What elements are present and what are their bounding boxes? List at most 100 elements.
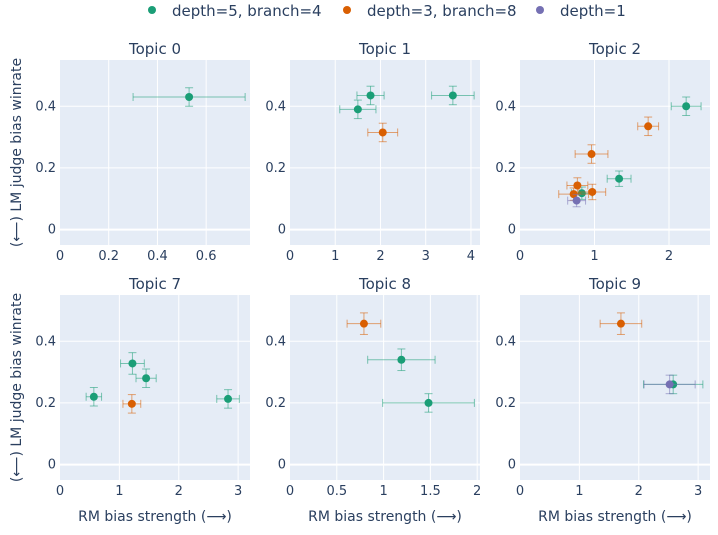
point-marker — [615, 174, 624, 183]
plot-area — [290, 60, 480, 245]
data-point[interactable] — [643, 374, 696, 395]
data-point[interactable] — [574, 144, 609, 164]
point-marker — [89, 392, 98, 401]
point-marker — [142, 374, 151, 383]
panel-topic-0: Topic 0 0 0.2 0.4 0.6 0 0.2 0.4 (⟵) LM judge bia… — [9, 40, 250, 264]
data-point[interactable] — [606, 170, 632, 187]
point-marker — [397, 355, 406, 364]
legend-marker — [536, 6, 544, 14]
x-tick-label: 4 — [467, 249, 475, 264]
y-tick-label: 0.4 — [495, 99, 516, 114]
legend-marker — [343, 6, 351, 14]
x-tick-label: 1 — [575, 484, 583, 499]
x-tick-label: 0.6 — [196, 249, 217, 264]
data-point[interactable] — [599, 312, 643, 335]
y-tick-label: 0.2 — [495, 396, 516, 411]
legend-item[interactable]: depth=1 — [536, 2, 626, 20]
panel-topic-8: Topic 8 0 0.5 1 1.5 2 0 0.2 0.4 RM bias strength … — [265, 275, 481, 525]
data-point[interactable] — [346, 312, 382, 335]
point-marker — [577, 189, 586, 198]
data-point[interactable] — [637, 116, 660, 137]
y-tick-label: 0.4 — [265, 334, 286, 349]
point-marker — [185, 93, 194, 101]
data-point[interactable] — [122, 394, 142, 414]
point-marker — [353, 105, 362, 114]
data-point[interactable] — [431, 85, 475, 106]
panel-topic-9: Topic 9 0 1 2 3 0 0.2 0.4 RM bias strength (⟶) — [495, 275, 710, 525]
data-point[interactable] — [670, 96, 702, 116]
x-axis-label: RM bias strength (⟶) — [78, 509, 232, 525]
y-tick-label: 0.4 — [35, 334, 56, 349]
x-tick-label: 3 — [694, 484, 702, 499]
data-point[interactable] — [216, 389, 240, 409]
legend-item[interactable]: depth=5, branch=4 — [148, 2, 322, 20]
x-tick-label: 2 — [473, 484, 481, 499]
data-point[interactable] — [132, 87, 246, 107]
data-point[interactable] — [567, 193, 587, 208]
x-tick-label: 3 — [422, 249, 430, 264]
panel-title: Topic 9 — [588, 275, 641, 293]
x-tick-label: 2 — [376, 249, 384, 264]
panel-title: Topic 1 — [358, 40, 411, 58]
x-tick-label: 0.2 — [98, 249, 119, 264]
y-tick-label: 0.4 — [35, 99, 56, 114]
data-point[interactable] — [85, 387, 103, 407]
point-marker — [616, 319, 625, 328]
panel-topic-7: Topic 7 0 1 2 3 0 0.2 0.4 RM bias strength (⟶) (⟵… — [9, 275, 250, 525]
point-marker — [128, 359, 137, 368]
data-point[interactable] — [367, 348, 436, 372]
legend-item[interactable]: depth=3, branch=8 — [343, 2, 517, 20]
legend-label: depth=1 — [560, 2, 626, 20]
point-marker — [224, 394, 233, 403]
legend-label: depth=3, branch=8 — [367, 2, 517, 20]
point-marker — [587, 150, 596, 159]
x-axis-label: RM bias strength (⟶) — [308, 509, 462, 525]
x-tick-label: 1 — [331, 249, 339, 264]
x-tick-label: 1.5 — [420, 484, 441, 499]
point-marker — [378, 128, 387, 137]
data-point[interactable] — [135, 368, 157, 388]
point-marker — [665, 380, 674, 389]
x-tick-label: 1 — [379, 484, 387, 499]
data-point[interactable] — [566, 177, 589, 194]
data-point[interactable] — [578, 183, 607, 201]
plot-area — [60, 295, 250, 480]
point-marker — [644, 122, 653, 131]
point-marker — [127, 399, 136, 408]
point-marker — [366, 91, 375, 100]
data-point[interactable] — [120, 352, 145, 375]
legend: depth=5, branch=4 depth=3, branch=8 depth=… — [148, 2, 626, 20]
y-tick-label: 0 — [278, 223, 286, 238]
panel-topic-1: Topic 1 0 1 2 3 4 0 0.2 0.4 — [265, 40, 480, 264]
x-tick-label: 2 — [635, 484, 643, 499]
x-tick-label: 0 — [56, 484, 64, 499]
panel-title: Topic 2 — [588, 40, 641, 58]
x-tick-label: 0 — [56, 249, 64, 264]
legend-marker — [148, 6, 156, 14]
y-tick-label: 0.4 — [495, 334, 516, 349]
data-point[interactable] — [367, 122, 399, 143]
plot-area — [520, 295, 710, 480]
y-tick-label: 0.2 — [495, 161, 516, 176]
y-tick-label: 0 — [48, 458, 56, 473]
y-tick-label: 0 — [278, 458, 286, 473]
y-tick-label: 0 — [48, 223, 56, 238]
point-marker — [682, 102, 691, 111]
x-tick-label: 0 — [516, 249, 524, 264]
x-tick-label: 0 — [516, 484, 524, 499]
data-point[interactable] — [382, 393, 475, 413]
y-tick-label: 0 — [508, 458, 516, 473]
point-marker — [448, 91, 457, 100]
point-marker — [424, 398, 433, 407]
y-tick-label: 0 — [508, 223, 516, 238]
x-tick-label: 1 — [590, 249, 598, 264]
y-axis-label: (⟵) LM judge bias winrate — [9, 293, 25, 482]
data-point[interactable] — [339, 99, 377, 120]
data-point[interactable] — [356, 85, 385, 106]
y-tick-label: 0.2 — [35, 396, 56, 411]
x-tick-label: 2 — [665, 249, 673, 264]
panel-title: Topic 8 — [358, 275, 411, 293]
x-axis-label: RM bias strength (⟶) — [538, 509, 692, 525]
y-tick-label: 0.2 — [265, 396, 286, 411]
